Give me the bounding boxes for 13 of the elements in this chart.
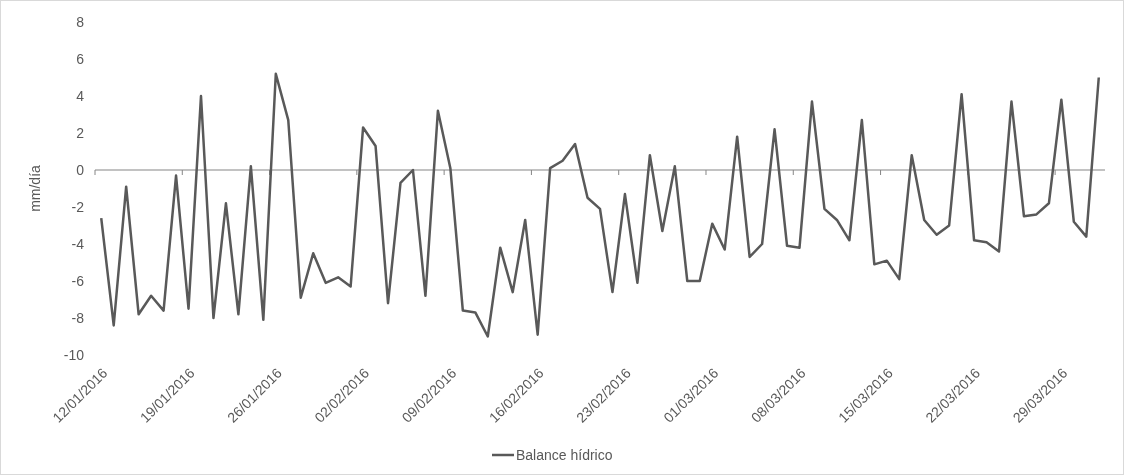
y-tick-label: -4	[71, 235, 85, 252]
y-axis-title: mm/día	[27, 164, 43, 212]
y-tick-label: 0	[76, 161, 85, 178]
y-tick-label: -10	[63, 346, 85, 363]
legend-label: Balance hídrico	[516, 446, 613, 463]
y-tick-label: 6	[76, 50, 85, 67]
y-tick-label: -8	[71, 309, 85, 326]
y-tick-label: 8	[76, 13, 85, 30]
y-tick-label: 2	[76, 124, 85, 141]
y-tick-label: -6	[71, 272, 85, 289]
line-series	[99, 72, 1101, 338]
y-tick-label: -2	[71, 198, 85, 215]
y-tick-label: 4	[76, 87, 85, 104]
